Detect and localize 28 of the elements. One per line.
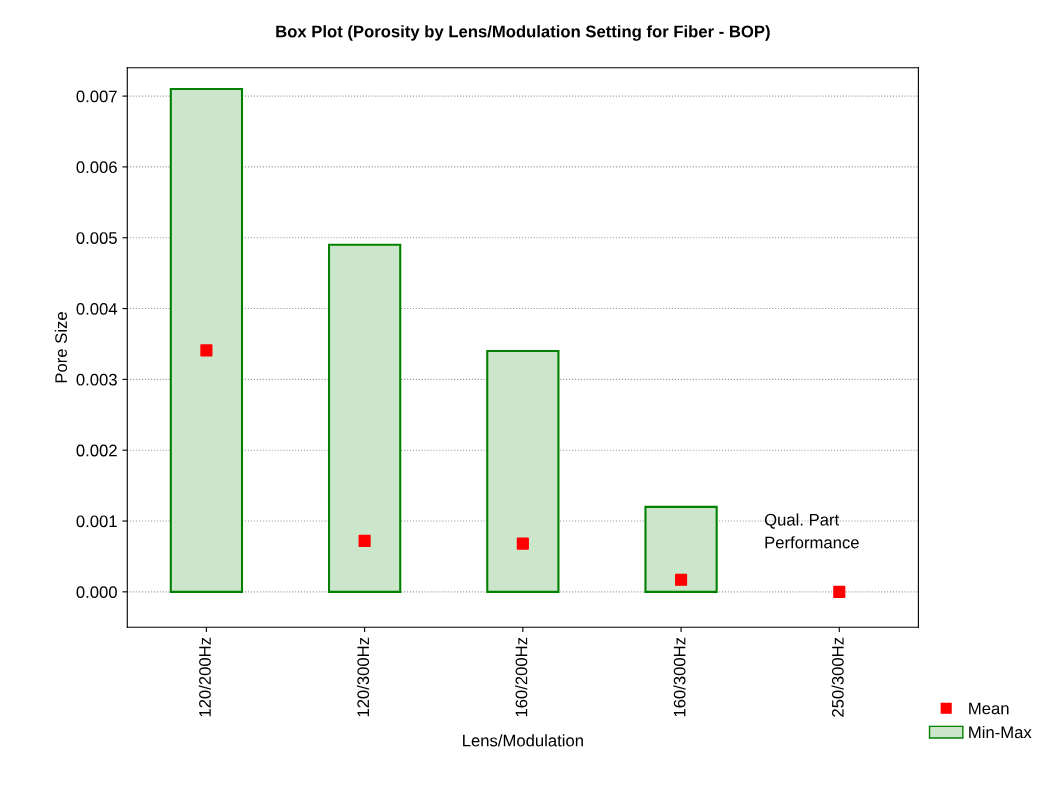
x-tick-label: 250/300Hz — [831, 637, 844, 717]
y-tick-label: 0.004 — [76, 302, 118, 315]
point — [833, 585, 846, 598]
bar — [327, 243, 402, 593]
y-tick-label: 0.005 — [76, 232, 117, 244]
annotation: Qual. Part Performance — [764, 513, 859, 549]
bar — [644, 505, 718, 593]
point — [516, 537, 529, 550]
legend-label: Min-Max — [969, 725, 1032, 739]
legend-label: Mean — [969, 702, 1009, 715]
x-tick-label: 160/200Hz — [515, 637, 528, 717]
chart-title: Box Plot (Porosity by Lens/Modulation Setting for Fiber - BOP) — [276, 25, 770, 41]
bar — [169, 87, 244, 593]
y-axis-title: Pore Size — [54, 312, 68, 383]
point — [200, 344, 213, 357]
y-tick-label: 0.007 — [76, 90, 117, 103]
y-tick-label: 0.003 — [76, 373, 117, 386]
y-tick-label: 0.002 — [76, 444, 117, 457]
y-tick-label: 0.006 — [76, 161, 117, 174]
x-axis-title: Lens/Modulation — [463, 734, 583, 747]
point — [358, 534, 371, 547]
y-tick-label: 0.001 — [76, 515, 117, 528]
x-tick-label: 120/200Hz — [198, 637, 211, 717]
x-tick-label: 120/300Hz — [356, 637, 370, 717]
x-tick-label: 160/300Hz — [673, 637, 686, 717]
y-tick-label: 0.000 — [76, 586, 117, 599]
point — [674, 573, 688, 586]
bar — [486, 350, 560, 593]
